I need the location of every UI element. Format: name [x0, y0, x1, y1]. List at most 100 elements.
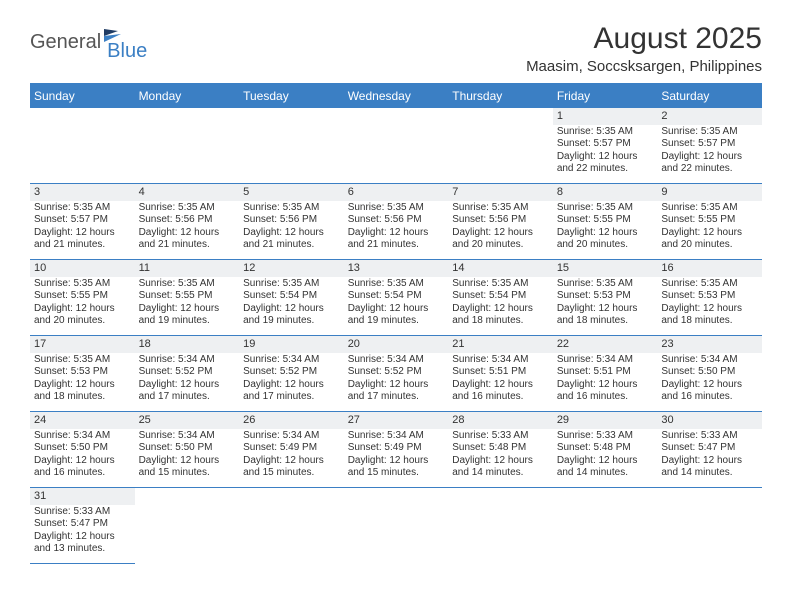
day-cell: 8Sunrise: 5:35 AMSunset: 5:55 PMDaylight…: [553, 184, 658, 260]
day-cell: 30Sunrise: 5:33 AMSunset: 5:47 PMDayligh…: [657, 412, 762, 488]
dow-tue: Tuesday: [239, 84, 344, 108]
day-number: 28: [448, 412, 553, 429]
day-info: Sunrise: 5:34 AMSunset: 5:50 PMDaylight:…: [30, 429, 135, 482]
day-info: Sunrise: 5:35 AMSunset: 5:54 PMDaylight:…: [448, 277, 553, 330]
day-cell: 11Sunrise: 5:35 AMSunset: 5:55 PMDayligh…: [135, 260, 240, 336]
day-cell: 2Sunrise: 5:35 AMSunset: 5:57 PMDaylight…: [657, 108, 762, 184]
day-cell: 7Sunrise: 5:35 AMSunset: 5:56 PMDaylight…: [448, 184, 553, 260]
day-number: 21: [448, 336, 553, 353]
day-info: Sunrise: 5:35 AMSunset: 5:53 PMDaylight:…: [657, 277, 762, 330]
day-cell: 25Sunrise: 5:34 AMSunset: 5:50 PMDayligh…: [135, 412, 240, 488]
week-row: 10Sunrise: 5:35 AMSunset: 5:55 PMDayligh…: [30, 260, 762, 336]
day-cell: 12Sunrise: 5:35 AMSunset: 5:54 PMDayligh…: [239, 260, 344, 336]
day-number: 5: [239, 184, 344, 201]
day-number: 10: [30, 260, 135, 277]
day-number: 3: [30, 184, 135, 201]
day-cell: 17Sunrise: 5:35 AMSunset: 5:53 PMDayligh…: [30, 336, 135, 412]
logo-blue: Blue: [107, 40, 147, 63]
day-number: 29: [553, 412, 658, 429]
day-number: 17: [30, 336, 135, 353]
day-cell: 26Sunrise: 5:34 AMSunset: 5:49 PMDayligh…: [239, 412, 344, 488]
day-cell: 31Sunrise: 5:33 AMSunset: 5:47 PMDayligh…: [30, 488, 135, 564]
day-number: 6: [344, 184, 449, 201]
day-number: 18: [135, 336, 240, 353]
location: Maasim, Soccsksargen, Philippines: [526, 58, 762, 75]
day-cell: 10Sunrise: 5:35 AMSunset: 5:55 PMDayligh…: [30, 260, 135, 336]
day-info: Sunrise: 5:33 AMSunset: 5:47 PMDaylight:…: [657, 429, 762, 482]
day-number: 14: [448, 260, 553, 277]
day-cell: 20Sunrise: 5:34 AMSunset: 5:52 PMDayligh…: [344, 336, 449, 412]
day-info: Sunrise: 5:35 AMSunset: 5:56 PMDaylight:…: [239, 201, 344, 254]
dow-row: Sunday Monday Tuesday Wednesday Thursday…: [30, 84, 762, 108]
day-number: 13: [344, 260, 449, 277]
day-cell: 21Sunrise: 5:34 AMSunset: 5:51 PMDayligh…: [448, 336, 553, 412]
day-number: 2: [657, 108, 762, 125]
day-info: Sunrise: 5:35 AMSunset: 5:57 PMDaylight:…: [553, 125, 658, 178]
day-cell: [448, 108, 553, 184]
day-number: 24: [30, 412, 135, 429]
day-number: 7: [448, 184, 553, 201]
day-cell: 16Sunrise: 5:35 AMSunset: 5:53 PMDayligh…: [657, 260, 762, 336]
day-cell: 1Sunrise: 5:35 AMSunset: 5:57 PMDaylight…: [553, 108, 658, 184]
day-number: 25: [135, 412, 240, 429]
day-cell: [448, 488, 553, 564]
day-number: 9: [657, 184, 762, 201]
day-number: 16: [657, 260, 762, 277]
calendar-table: Sunday Monday Tuesday Wednesday Thursday…: [30, 83, 762, 564]
day-cell: [135, 108, 240, 184]
day-info: Sunrise: 5:35 AMSunset: 5:56 PMDaylight:…: [135, 201, 240, 254]
day-info: Sunrise: 5:35 AMSunset: 5:57 PMDaylight:…: [30, 201, 135, 254]
day-number: 31: [30, 488, 135, 505]
day-info: Sunrise: 5:33 AMSunset: 5:47 PMDaylight:…: [30, 505, 135, 558]
day-info: Sunrise: 5:34 AMSunset: 5:51 PMDaylight:…: [448, 353, 553, 406]
week-row: 1Sunrise: 5:35 AMSunset: 5:57 PMDaylight…: [30, 108, 762, 184]
day-number: 1: [553, 108, 658, 125]
day-cell: [553, 488, 658, 564]
day-info: Sunrise: 5:34 AMSunset: 5:50 PMDaylight:…: [135, 429, 240, 482]
dow-wed: Wednesday: [344, 84, 449, 108]
week-row: 17Sunrise: 5:35 AMSunset: 5:53 PMDayligh…: [30, 336, 762, 412]
day-info: Sunrise: 5:35 AMSunset: 5:55 PMDaylight:…: [553, 201, 658, 254]
day-info: Sunrise: 5:34 AMSunset: 5:50 PMDaylight:…: [657, 353, 762, 406]
day-info: Sunrise: 5:35 AMSunset: 5:55 PMDaylight:…: [657, 201, 762, 254]
day-number: 23: [657, 336, 762, 353]
day-cell: 22Sunrise: 5:34 AMSunset: 5:51 PMDayligh…: [553, 336, 658, 412]
day-info: Sunrise: 5:33 AMSunset: 5:48 PMDaylight:…: [553, 429, 658, 482]
day-info: Sunrise: 5:35 AMSunset: 5:56 PMDaylight:…: [448, 201, 553, 254]
day-cell: 27Sunrise: 5:34 AMSunset: 5:49 PMDayligh…: [344, 412, 449, 488]
week-row: 24Sunrise: 5:34 AMSunset: 5:50 PMDayligh…: [30, 412, 762, 488]
day-cell: 24Sunrise: 5:34 AMSunset: 5:50 PMDayligh…: [30, 412, 135, 488]
day-cell: [239, 488, 344, 564]
day-number: 22: [553, 336, 658, 353]
week-row: 3Sunrise: 5:35 AMSunset: 5:57 PMDaylight…: [30, 184, 762, 260]
day-cell: 18Sunrise: 5:34 AMSunset: 5:52 PMDayligh…: [135, 336, 240, 412]
day-number: 30: [657, 412, 762, 429]
week-row: 31Sunrise: 5:33 AMSunset: 5:47 PMDayligh…: [30, 488, 762, 564]
day-cell: [344, 108, 449, 184]
day-info: Sunrise: 5:35 AMSunset: 5:55 PMDaylight:…: [135, 277, 240, 330]
day-number: 20: [344, 336, 449, 353]
day-cell: 3Sunrise: 5:35 AMSunset: 5:57 PMDaylight…: [30, 184, 135, 260]
day-info: Sunrise: 5:35 AMSunset: 5:54 PMDaylight:…: [344, 277, 449, 330]
day-info: Sunrise: 5:35 AMSunset: 5:56 PMDaylight:…: [344, 201, 449, 254]
day-cell: [135, 488, 240, 564]
day-cell: 28Sunrise: 5:33 AMSunset: 5:48 PMDayligh…: [448, 412, 553, 488]
day-cell: 19Sunrise: 5:34 AMSunset: 5:52 PMDayligh…: [239, 336, 344, 412]
day-cell: 23Sunrise: 5:34 AMSunset: 5:50 PMDayligh…: [657, 336, 762, 412]
title-block: August 2025 Maasim, Soccsksargen, Philip…: [526, 22, 762, 75]
day-cell: 13Sunrise: 5:35 AMSunset: 5:54 PMDayligh…: [344, 260, 449, 336]
day-cell: 4Sunrise: 5:35 AMSunset: 5:56 PMDaylight…: [135, 184, 240, 260]
day-info: Sunrise: 5:35 AMSunset: 5:55 PMDaylight:…: [30, 277, 135, 330]
day-info: Sunrise: 5:34 AMSunset: 5:52 PMDaylight:…: [239, 353, 344, 406]
logo-general: General: [30, 33, 101, 51]
day-cell: 14Sunrise: 5:35 AMSunset: 5:54 PMDayligh…: [448, 260, 553, 336]
dow-fri: Friday: [553, 84, 658, 108]
day-cell: [239, 108, 344, 184]
day-number: 19: [239, 336, 344, 353]
day-number: 11: [135, 260, 240, 277]
day-info: Sunrise: 5:35 AMSunset: 5:54 PMDaylight:…: [239, 277, 344, 330]
day-info: Sunrise: 5:35 AMSunset: 5:53 PMDaylight:…: [553, 277, 658, 330]
day-cell: 9Sunrise: 5:35 AMSunset: 5:55 PMDaylight…: [657, 184, 762, 260]
day-info: Sunrise: 5:35 AMSunset: 5:57 PMDaylight:…: [657, 125, 762, 178]
dow-thu: Thursday: [448, 84, 553, 108]
